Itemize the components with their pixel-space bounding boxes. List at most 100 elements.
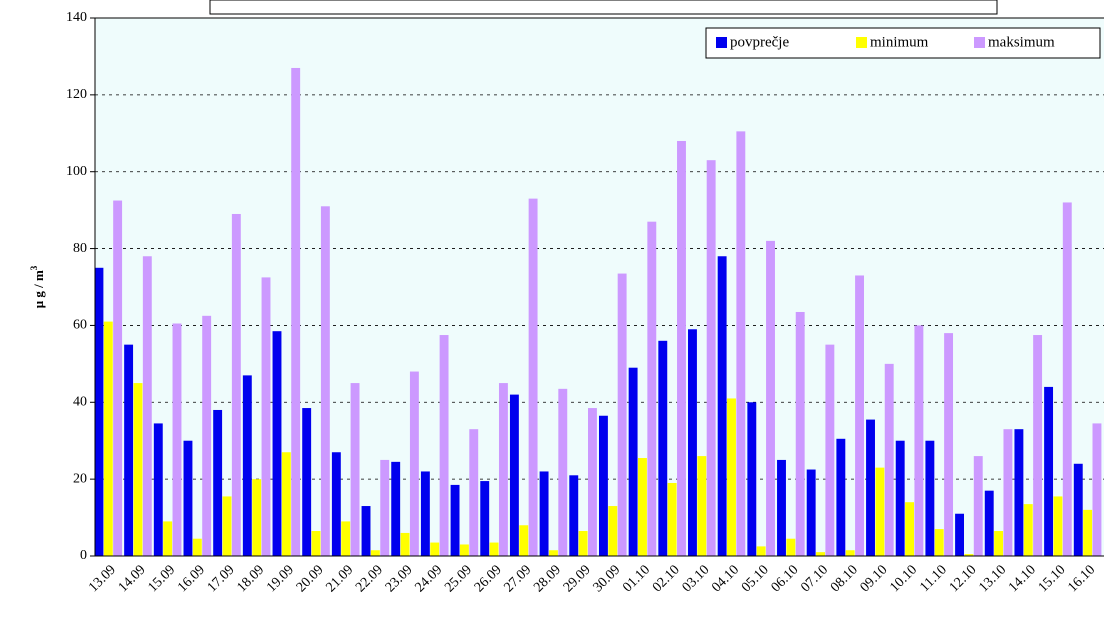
x-tick-label: 06.10 (769, 562, 802, 595)
x-tick-label: 04.10 (709, 562, 742, 595)
x-tick-label: 19.09 (264, 562, 297, 595)
bar (984, 490, 994, 556)
bar (261, 277, 271, 556)
bar (667, 482, 677, 556)
bar (519, 525, 529, 556)
bar (163, 521, 173, 556)
bar (272, 331, 282, 556)
bar (548, 550, 558, 556)
bar (608, 506, 618, 556)
bar (994, 531, 1004, 556)
x-tick-label: 03.10 (680, 562, 713, 595)
title-box (209, 0, 998, 15)
legend-swatch (716, 37, 727, 48)
bar (647, 221, 657, 556)
bar (1014, 429, 1024, 556)
x-tick-label: 26.09 (472, 562, 505, 595)
bar (795, 311, 805, 556)
bar (558, 388, 568, 556)
legend-box (705, 27, 1101, 59)
x-tick-label: 23.09 (383, 562, 416, 595)
bar (1053, 496, 1063, 556)
bar (242, 375, 252, 556)
bar (905, 502, 914, 556)
bar (539, 471, 549, 556)
y-tick-label: 120 (66, 87, 87, 102)
bar (884, 363, 894, 556)
bar (1092, 423, 1102, 556)
bar (717, 256, 727, 556)
x-tick-label: 30.09 (591, 562, 624, 595)
legend-label: minimum (870, 34, 929, 50)
x-tick-label: 18.09 (234, 562, 267, 595)
bar (875, 467, 885, 556)
bar (1062, 202, 1072, 556)
bar (964, 554, 974, 556)
bar (786, 538, 796, 556)
x-tick-label: 14.09 (116, 562, 149, 595)
bar (925, 440, 935, 556)
bar (825, 344, 835, 556)
bar (638, 458, 647, 556)
bar (1044, 386, 1054, 556)
bar (172, 323, 182, 556)
bar (420, 471, 430, 556)
x-tick-label: 05.10 (739, 562, 772, 595)
bar (450, 484, 460, 556)
x-tick-label: 11.10 (917, 562, 950, 595)
x-tick-label: 14.10 (1006, 562, 1039, 595)
bar (142, 256, 152, 556)
y-tick-label: 20 (73, 471, 87, 486)
bar (509, 394, 519, 556)
bar (777, 459, 786, 556)
bar (341, 521, 351, 556)
bar (806, 469, 816, 556)
bar (391, 461, 401, 556)
bar (133, 383, 143, 556)
bar (302, 408, 312, 556)
bar (1073, 463, 1083, 556)
bar (688, 329, 697, 556)
bar (459, 544, 469, 556)
x-tick-label: 02.10 (650, 562, 683, 595)
bar (320, 206, 330, 557)
bar (213, 409, 223, 556)
bar (578, 531, 588, 556)
y-tick-label: 60 (73, 318, 87, 333)
x-tick-label: 08.10 (828, 562, 861, 595)
x-tick-label: 01.10 (620, 562, 653, 595)
x-tick-label: 24.09 (413, 562, 446, 595)
x-tick-label: 09.10 (858, 562, 891, 595)
x-tick-label: 07.10 (798, 562, 831, 595)
bar (816, 552, 825, 556)
bar (569, 475, 579, 556)
bar (747, 402, 757, 556)
bar (231, 213, 241, 556)
bar (380, 459, 390, 556)
bar (1023, 504, 1033, 556)
bar (113, 200, 123, 557)
x-tick-label: 27.09 (502, 562, 535, 595)
legend-swatch (856, 37, 867, 48)
y-tick-label: 140 (66, 10, 87, 25)
bar (439, 335, 449, 556)
bar (736, 131, 746, 556)
bar (192, 538, 202, 556)
bar (697, 456, 707, 556)
x-tick-label: 12.10 (947, 562, 980, 595)
bar (281, 452, 291, 556)
bar (756, 546, 766, 556)
x-tick-label: 16.09 (175, 562, 208, 595)
bar (836, 438, 846, 556)
x-tick-label: 13.09 (86, 562, 119, 595)
x-tick-label: 10.10 (887, 562, 920, 595)
legend-label: povprečje (730, 34, 789, 50)
bar (727, 398, 736, 556)
bar (361, 506, 371, 556)
bar (469, 429, 479, 556)
y-tick-label: 100 (66, 164, 87, 179)
bar (103, 321, 113, 556)
bar (183, 440, 193, 556)
bar (430, 542, 440, 556)
